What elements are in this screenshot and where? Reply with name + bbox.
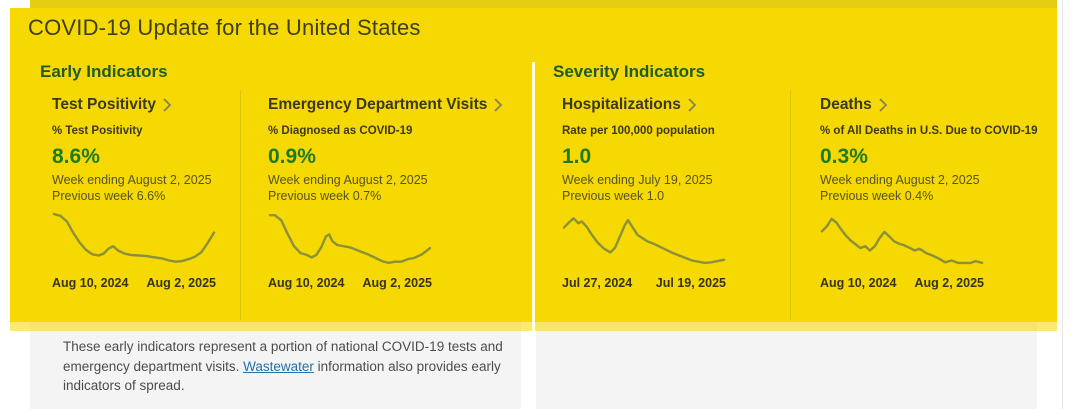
footnote-before-link: These early indicators represent a porti… xyxy=(63,339,503,374)
section-heading-severity-indicators: Severity Indicators xyxy=(553,62,706,81)
x-axis-labels: Aug 10, 2024 Aug 2, 2025 xyxy=(52,276,216,290)
x-axis-end-label: Aug 2, 2025 xyxy=(914,276,984,290)
previous-week-text: Previous week 6.6% xyxy=(52,189,166,203)
week-ending-text: Week ending August 2, 2025 xyxy=(52,173,212,187)
x-axis-start-label: Aug 10, 2024 xyxy=(820,276,897,290)
card-title: Hospitalizations xyxy=(562,96,681,113)
x-axis-labels: Aug 10, 2024 Aug 2, 2025 xyxy=(820,276,984,290)
previous-week-text: Previous week 0.7% xyxy=(268,189,382,203)
week-ending-text: Week ending July 19, 2025 xyxy=(562,173,713,187)
card-title: Deaths xyxy=(820,96,872,113)
page-title: COVID-19 Update for the United States xyxy=(28,15,421,40)
x-axis-start-label: Aug 10, 2024 xyxy=(52,276,129,290)
card-divider xyxy=(240,90,241,320)
current-value: 8.6% xyxy=(52,145,100,168)
chevron-right-icon xyxy=(879,98,887,112)
week-ending-text: Week ending August 2, 2025 xyxy=(820,173,980,187)
x-axis-start-label: Aug 10, 2024 xyxy=(268,276,345,290)
emergency-department-visits-link[interactable]: Emergency Department Visits xyxy=(268,96,503,114)
sparkline-chart xyxy=(820,217,984,265)
section-divider xyxy=(532,62,535,409)
test-positivity-link[interactable]: Test Positivity xyxy=(52,96,216,114)
card-deaths: Deaths % of All Deaths in U.S. Due to CO… xyxy=(820,96,1037,290)
top-edge-strip xyxy=(30,0,1057,8)
sparkline-chart xyxy=(562,217,726,265)
current-value: 0.9% xyxy=(268,145,316,168)
previous-week-text: Previous week 1.0 xyxy=(562,189,665,203)
card-hospitalizations: Hospitalizations Rate per 100,000 popula… xyxy=(562,96,726,290)
previous-week-text: Previous week 0.4% xyxy=(820,189,934,203)
card-emergency-department-visits: Emergency Department Visits % Diagnosed … xyxy=(268,96,503,290)
chevron-right-icon xyxy=(688,98,697,112)
wastewater-link[interactable]: Wastewater xyxy=(243,358,314,374)
card-subtitle: % Diagnosed as COVID-19 xyxy=(268,125,413,137)
deaths-link[interactable]: Deaths xyxy=(820,96,1037,114)
current-value: 1.0 xyxy=(562,145,592,168)
severity-indicators-footnote-box xyxy=(536,322,1037,409)
current-value: 0.3% xyxy=(820,145,868,168)
card-subtitle: % Test Positivity xyxy=(52,125,143,137)
hospitalizations-link[interactable]: Hospitalizations xyxy=(562,96,726,114)
card-title: Test Positivity xyxy=(52,96,156,113)
chevron-right-icon xyxy=(494,98,503,112)
x-axis-end-label: Aug 2, 2025 xyxy=(362,276,432,290)
card-title: Emergency Department Visits xyxy=(268,96,488,113)
x-axis-end-label: Jul 19, 2025 xyxy=(655,276,726,290)
x-axis-start-label: Jul 27, 2024 xyxy=(562,276,633,290)
x-axis-end-label: Aug 2, 2025 xyxy=(146,276,216,290)
x-axis-labels: Jul 27, 2024 Jul 19, 2025 xyxy=(562,276,726,290)
week-ending-text: Week ending August 2, 2025 xyxy=(268,173,428,187)
footnote-text: These early indicators represent a porti… xyxy=(30,322,508,396)
chevron-right-icon xyxy=(163,98,172,112)
card-subtitle: % of All Deaths in U.S. Due to COVID-19 xyxy=(820,125,1038,137)
page-edge-line xyxy=(1062,0,1063,409)
card-divider xyxy=(790,90,791,320)
card-test-positivity: Test Positivity % Test Positivity 8.6% W… xyxy=(52,96,216,290)
footnote-after-link: information also provides early indicato… xyxy=(63,358,501,394)
early-indicators-footnote-box: These early indicators represent a porti… xyxy=(30,322,521,409)
x-axis-labels: Aug 10, 2024 Aug 2, 2025 xyxy=(268,276,432,290)
card-subtitle: Rate per 100,000 population xyxy=(562,125,715,137)
section-heading-early-indicators: Early Indicators xyxy=(40,62,168,81)
sparkline-chart xyxy=(268,213,432,265)
sparkline-chart xyxy=(52,212,216,263)
